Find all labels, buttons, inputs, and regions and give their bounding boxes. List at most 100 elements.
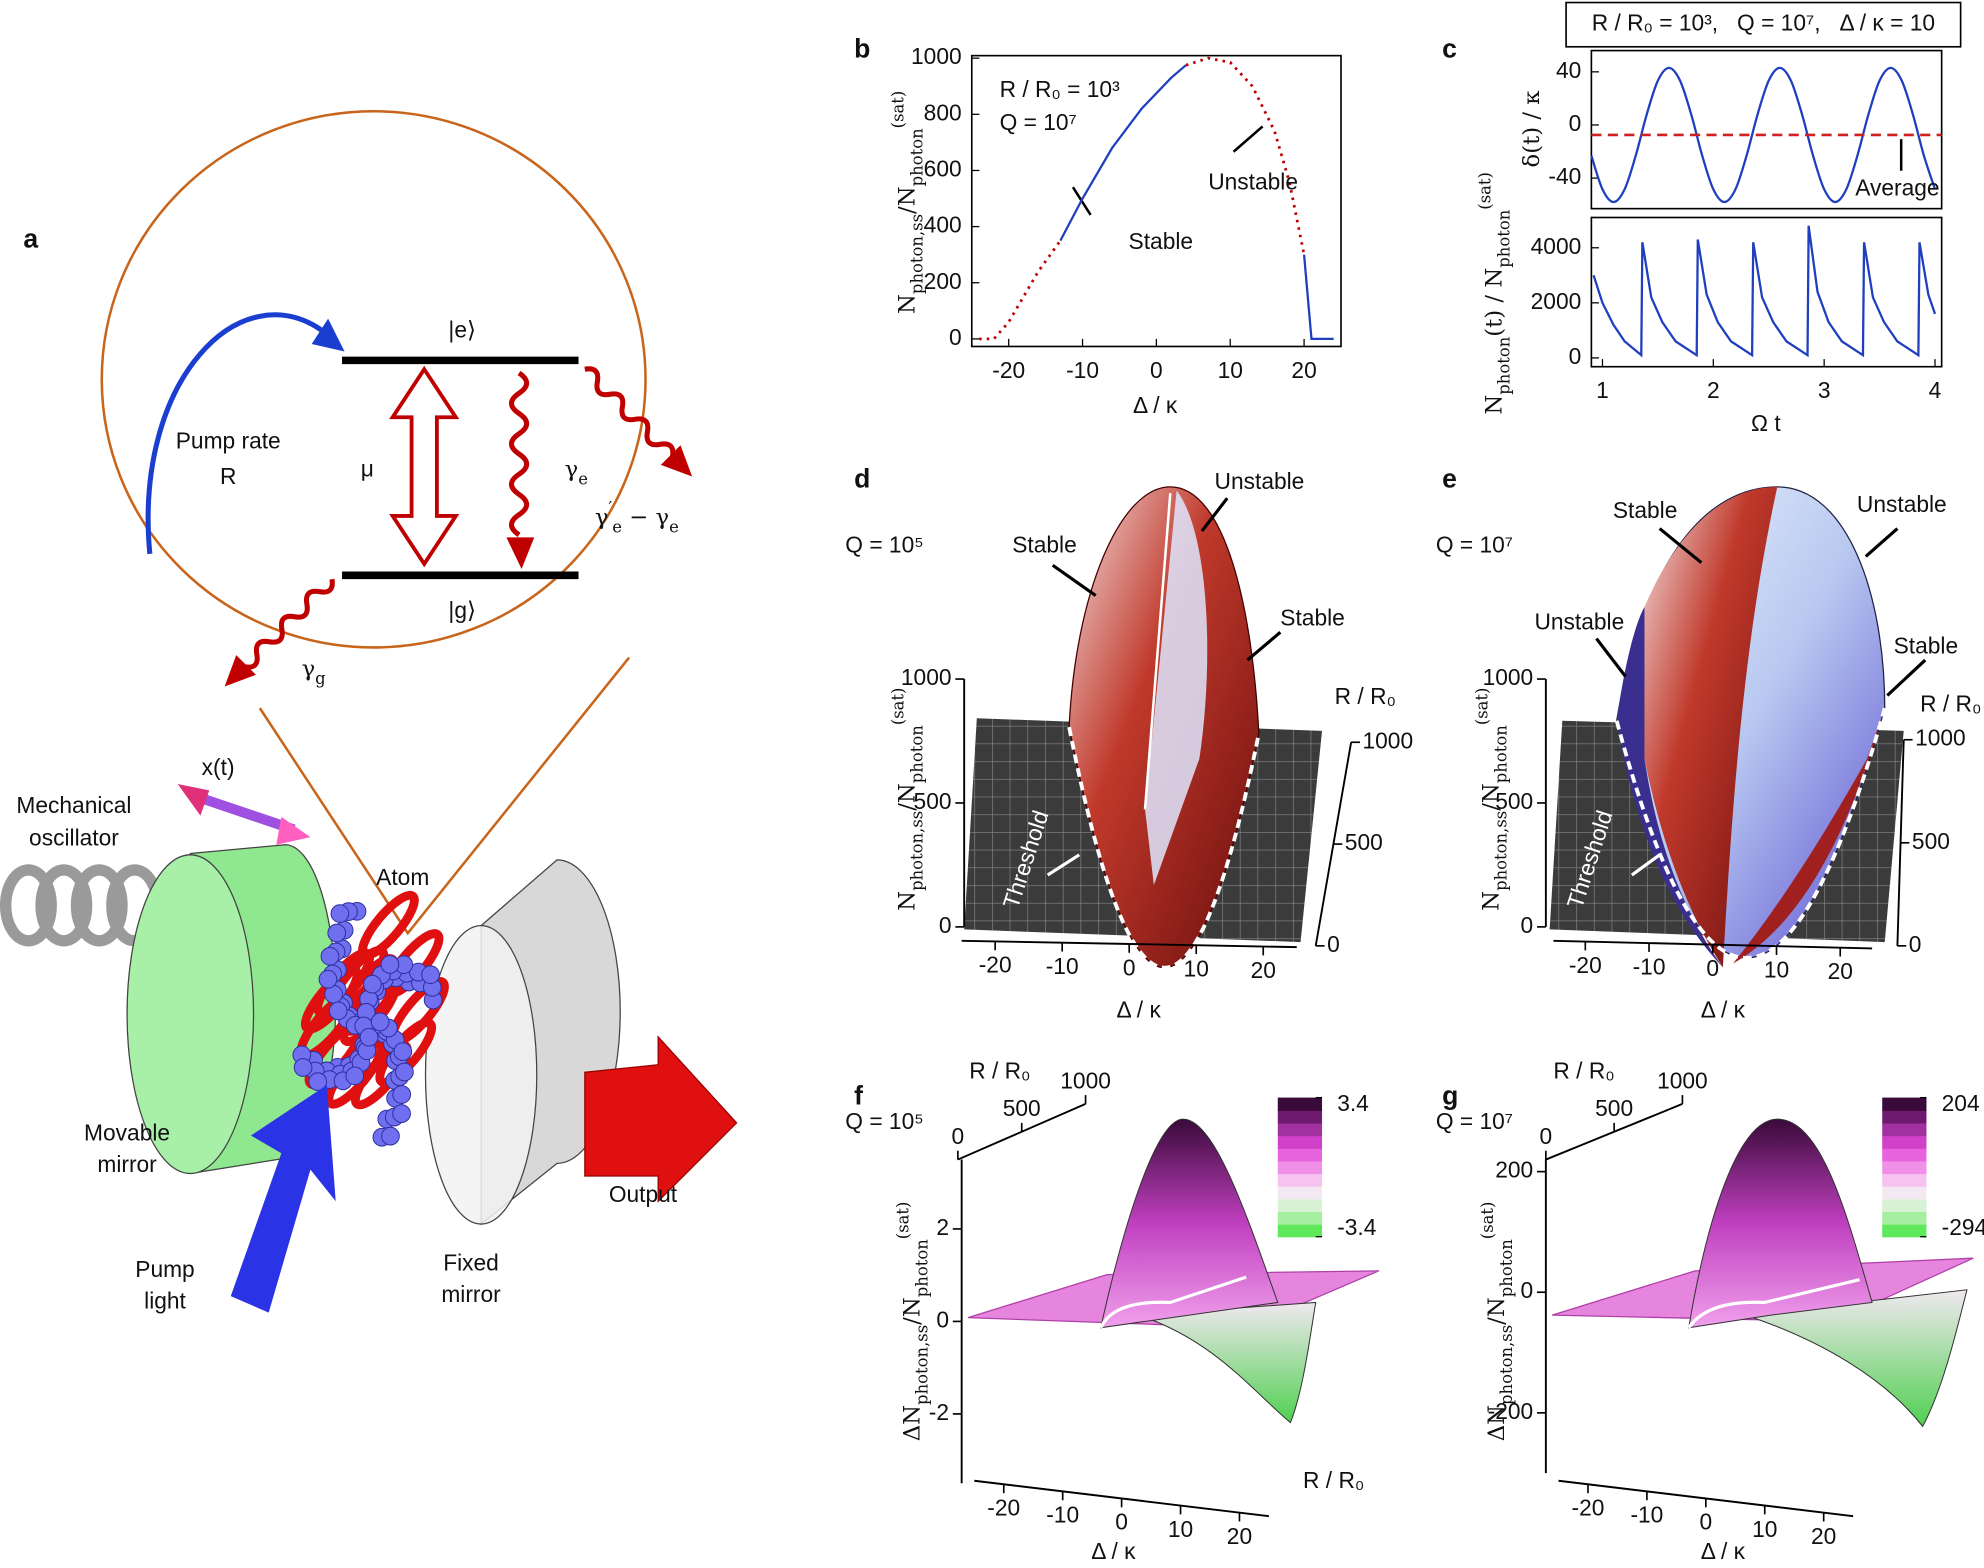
r-tick-label: 0 [1909,931,1922,957]
y-tick-label: 4000 [1531,233,1582,259]
x-tick-label: -20 [1572,1495,1605,1521]
colorbar-cell [1277,1122,1323,1137]
x-axis-label: Ω t [1751,410,1781,436]
colorbar-cell [1277,1160,1323,1175]
colorbar-cell [1882,1110,1927,1124]
line [1302,254,1334,341]
label-part: N [895,294,921,314]
x-axis-label: Δ / κ [1117,997,1162,1023]
y-tick-label: 0 [1569,343,1582,369]
label-part: e [669,517,679,536]
surface-part [1644,486,1778,968]
label-part: N [1479,783,1505,803]
label-part: (sat) [889,91,908,129]
label: Atom [376,864,429,890]
pointer [1046,853,1081,877]
label-part: / [895,803,921,811]
colorbar-cell [1277,1198,1323,1213]
plot-frame [1590,216,1943,368]
label: oscillator [29,825,119,851]
label-part: − γ [622,504,669,530]
z-axis-label: ΔNphoton,ss/Nphoton(sat) [894,1202,932,1442]
x-tick-label: 20 [1828,958,1853,984]
label-part: / [1481,288,1507,310]
x-axis-label: Δ / κ [1701,997,1746,1023]
label-part: N [1484,1297,1510,1317]
x-tick-label: 0 [1123,954,1136,980]
fixed-mirror-face [424,924,538,1225]
colorbar-cell [1882,1173,1927,1187]
x-tick-label: 2 [1707,377,1720,403]
x-tick-label: 3 [1818,377,1831,403]
z-tick-label: 1000 [1483,664,1534,690]
pump-arrow [230,1084,336,1313]
pump-arrowhead [311,318,345,352]
x-axis-label: Δ / κ [1133,392,1178,418]
label-part: N [895,186,921,206]
x-tick-label: 0 [1699,1509,1712,1535]
colorbar-label: 204 [1942,1090,1980,1116]
pointer [1051,497,1282,662]
label-part: photon,ss [913,1325,932,1405]
colorbar-cell [1882,1135,1927,1149]
annotation: Stable [1613,497,1678,523]
label-part: photon,ss [908,214,927,294]
annotation: R / R₀ = 10³ [1000,76,1120,102]
colorbar-cell [1277,1135,1323,1149]
header-box [1565,1,1962,48]
x-arrow-left [177,784,210,816]
mu-arrow [389,365,460,568]
line [979,239,1062,341]
label: x(t) [202,754,235,780]
label: mirror [441,1281,501,1307]
r-tick-label: 500 [1912,828,1950,854]
z-tick-label: 500 [1495,788,1533,814]
x-tick-label: 20 [1811,1523,1836,1549]
annotation: Q = 10⁷ [1436,1108,1513,1134]
label-part: photon [913,1239,932,1297]
r-axis-label: R / R₀ [969,1057,1030,1083]
label-part: N [895,783,921,803]
colorbar-label: -294 [1942,1214,1984,1240]
atom [308,1072,328,1092]
pump-arc [145,312,325,555]
label-part: e [612,517,622,536]
label-part: / [895,206,921,214]
z-axis-label: ΔNphoton,ss/Nphoton(sat) [1478,1202,1516,1442]
field-loop [358,890,419,960]
surface-d [964,486,1323,970]
line [1590,66,1937,204]
x-tick-label: 10 [1752,1516,1777,1542]
panel-label: c [1442,34,1457,64]
x-tick-label: 4 [1929,377,1942,403]
label-part: γ [595,504,609,530]
colorbar-cell [1277,1148,1323,1162]
x-tick-label: -10 [1046,953,1079,979]
z-tick-label: -2 [929,1399,949,1425]
x-tick-label: 1 [1596,377,1609,403]
atom [363,974,382,994]
pointer [1630,853,1661,877]
annotation: Stable [1129,228,1194,254]
pointer [1595,527,1927,697]
label-part: e [578,469,588,488]
panel-label: f [854,1081,863,1111]
boundary [1099,1275,1247,1329]
panel-label: e [1442,464,1457,494]
x-tick-label: 20 [1251,957,1276,983]
panel-label: b [854,34,870,64]
surface-f [967,1118,1380,1424]
line [1059,64,1187,242]
x-arrow-right [276,816,311,845]
annotation: Unstable [1534,608,1624,634]
label-part: (t) [1481,310,1507,337]
r-tick-label: 0 [1540,1123,1553,1149]
zoom-lines [258,656,631,936]
label-part: (sat) [889,688,908,726]
colorbar-label: 3.4 [1337,1090,1369,1116]
r-tick-label: 500 [1345,829,1383,855]
label: Output [609,1181,678,1207]
y-tick-label: 0 [1569,110,1582,136]
z-axis-label: Nphoton,ss/Nphoton(sat) [1473,688,1511,911]
label: γ′e − γe [595,498,679,536]
